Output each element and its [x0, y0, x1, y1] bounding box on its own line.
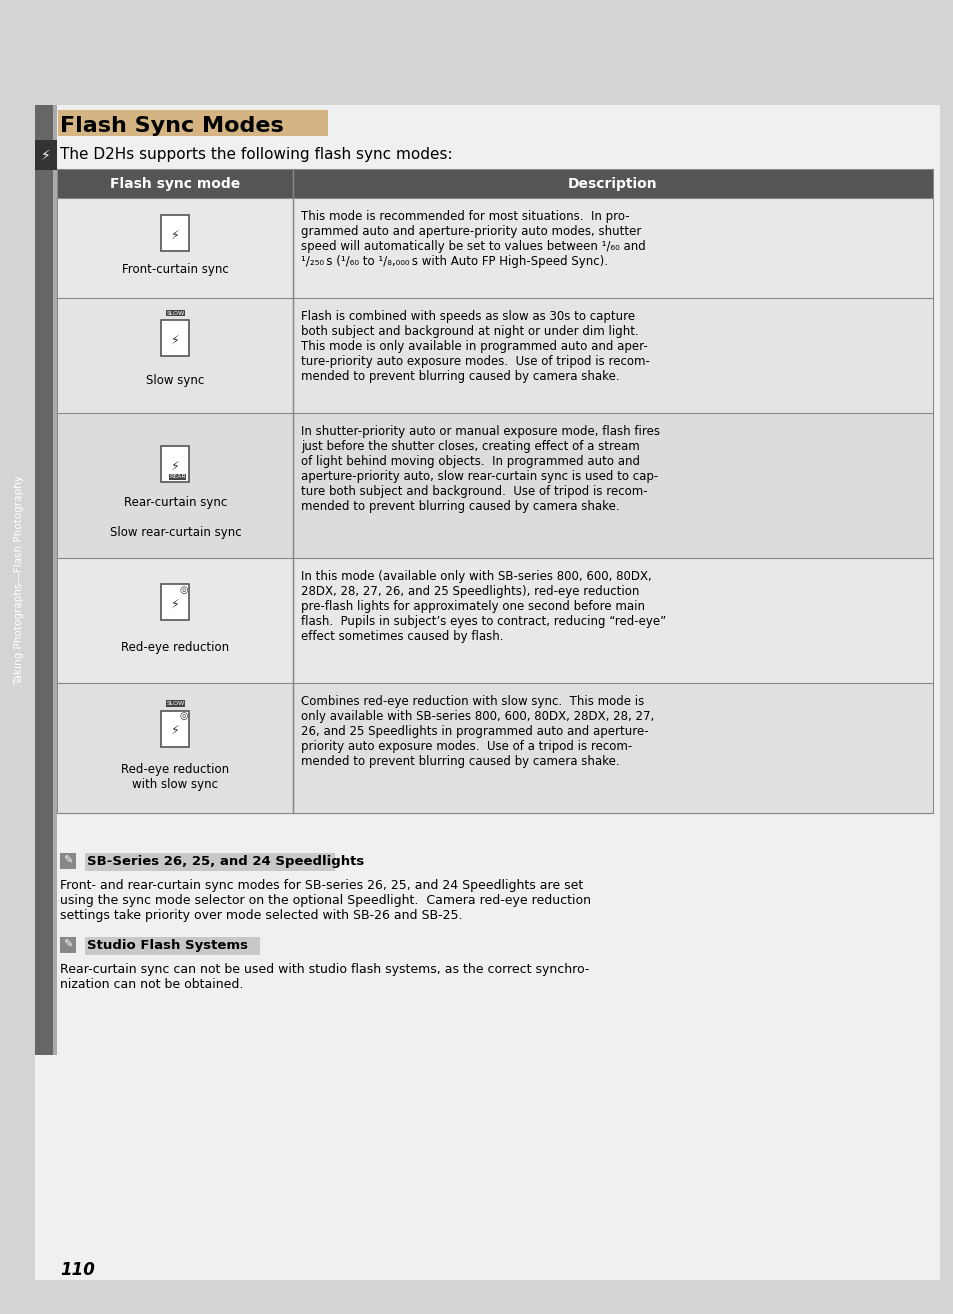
Text: Flash is combined with speeds as slow as 30s to capture
both subject and backgro: Flash is combined with speeds as slow as…	[301, 310, 649, 382]
Bar	[58, 170, 932, 813]
Text: ⚡: ⚡	[171, 724, 180, 737]
Text: SLOW: SLOW	[166, 310, 185, 315]
Text: ⚡: ⚡	[171, 598, 180, 610]
Bar	[58, 683, 932, 813]
Text: Front-curtain sync: Front-curtain sync	[122, 264, 229, 276]
Bar	[161, 445, 190, 482]
Text: ⚡: ⚡	[171, 229, 180, 242]
Text: Flash Sync Modes: Flash Sync Modes	[60, 116, 283, 137]
Text: Rear-curtain sync

Slow rear-curtain sync: Rear-curtain sync Slow rear-curtain sync	[110, 495, 241, 539]
Text: ⚡: ⚡	[41, 148, 51, 163]
Text: Combines red-eye reduction with slow sync.  This mode is
only available with SB-: Combines red-eye reduction with slow syn…	[301, 695, 654, 767]
Text: Front- and rear-curtain sync modes for SB-series 26, 25, and 24 Speedlights are : Front- and rear-curtain sync modes for S…	[60, 879, 590, 922]
Bar	[0, 0, 953, 105]
Bar	[58, 558, 932, 683]
Bar	[60, 937, 76, 953]
Bar	[58, 298, 932, 413]
Bar	[58, 170, 932, 198]
Bar	[35, 141, 57, 170]
Text: ⚡: ⚡	[171, 460, 180, 472]
Text: Description: Description	[568, 177, 658, 191]
Bar	[35, 105, 57, 1055]
Text: ⚡: ⚡	[171, 334, 180, 347]
Text: The D2Hs supports the following flash sync modes:: The D2Hs supports the following flash sy…	[60, 147, 452, 163]
Bar	[35, 105, 53, 1055]
Bar	[85, 937, 260, 955]
Text: Red-eye reduction
with slow sync: Red-eye reduction with slow sync	[121, 762, 230, 791]
Text: ◎: ◎	[179, 711, 188, 721]
Text: Rear-curtain sync can not be used with studio flash systems, as the correct sync: Rear-curtain sync can not be used with s…	[60, 963, 589, 991]
Bar	[58, 198, 932, 298]
Text: ✎: ✎	[63, 855, 72, 866]
Bar	[161, 583, 190, 620]
Text: Taking Photographs—Flash Photography: Taking Photographs—Flash Photography	[14, 476, 24, 685]
Bar	[161, 321, 190, 356]
Bar	[161, 215, 190, 251]
Text: Slow sync: Slow sync	[146, 374, 204, 388]
Text: Flash sync mode: Flash sync mode	[111, 177, 240, 191]
Text: SB-Series 26, 25, and 24 Speedlights: SB-Series 26, 25, and 24 Speedlights	[87, 855, 364, 869]
Text: 110: 110	[60, 1261, 94, 1279]
Text: This mode is recommended for most situations.  In pro-
grammed auto and aperture: This mode is recommended for most situat…	[301, 210, 645, 268]
Text: Red-eye reduction: Red-eye reduction	[121, 641, 230, 654]
Bar	[58, 110, 328, 137]
Bar	[35, 105, 939, 1280]
Bar	[161, 711, 190, 746]
Text: Studio Flash Systems: Studio Flash Systems	[87, 940, 248, 953]
Bar	[85, 853, 335, 871]
Text: SLOW: SLOW	[166, 700, 185, 706]
Bar	[58, 413, 932, 558]
Text: REAR: REAR	[169, 474, 186, 480]
Text: In this mode (available only with SB-series 800, 600, 80DX,
28DX, 28, 27, 26, an: In this mode (available only with SB-ser…	[301, 570, 665, 643]
Bar	[60, 853, 76, 869]
Text: In shutter-priority auto or manual exposure mode, flash fires
just before the sh: In shutter-priority auto or manual expos…	[301, 424, 659, 512]
Text: ✎: ✎	[63, 940, 72, 950]
Text: ◎: ◎	[179, 585, 188, 595]
